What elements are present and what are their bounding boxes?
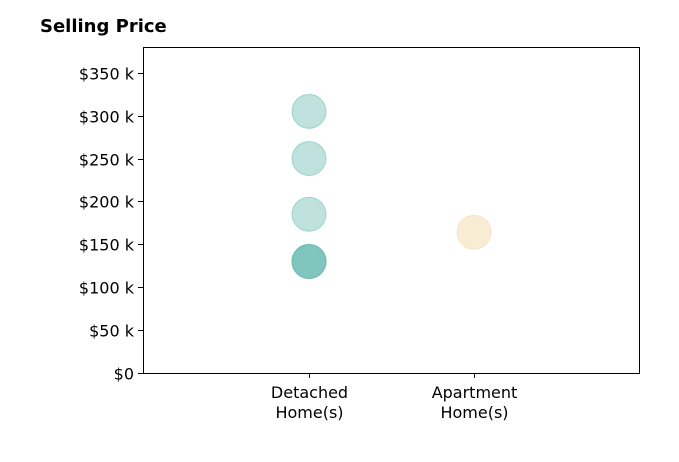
y-tick-label: $300 k bbox=[79, 108, 135, 127]
data-point bbox=[291, 243, 327, 279]
y-tick-label: $0 bbox=[114, 365, 134, 384]
y-tick-label: $250 k bbox=[79, 151, 135, 170]
y-tick-label: $200 k bbox=[79, 193, 135, 212]
y-tick-label: $100 k bbox=[79, 279, 135, 298]
axis-layer: $0 $50 k $100 k $150 k $200 k $250 k $300 k $35… bbox=[79, 65, 517, 423]
y-tick-label: $350 k bbox=[79, 65, 135, 84]
data-point bbox=[291, 196, 327, 232]
data-point bbox=[291, 141, 327, 177]
y-tick-label: $150 k bbox=[79, 236, 135, 255]
plot-frame bbox=[143, 47, 640, 374]
x-tick-label: Apartment Home(s) bbox=[432, 383, 518, 422]
data-point bbox=[456, 214, 492, 250]
y-tick-label: $50 k bbox=[89, 322, 135, 341]
chart-title: Selling Price bbox=[40, 16, 167, 37]
plot-layer bbox=[291, 93, 492, 279]
data-point bbox=[291, 93, 327, 129]
x-tick-label: Detached Home(s) bbox=[271, 383, 348, 422]
